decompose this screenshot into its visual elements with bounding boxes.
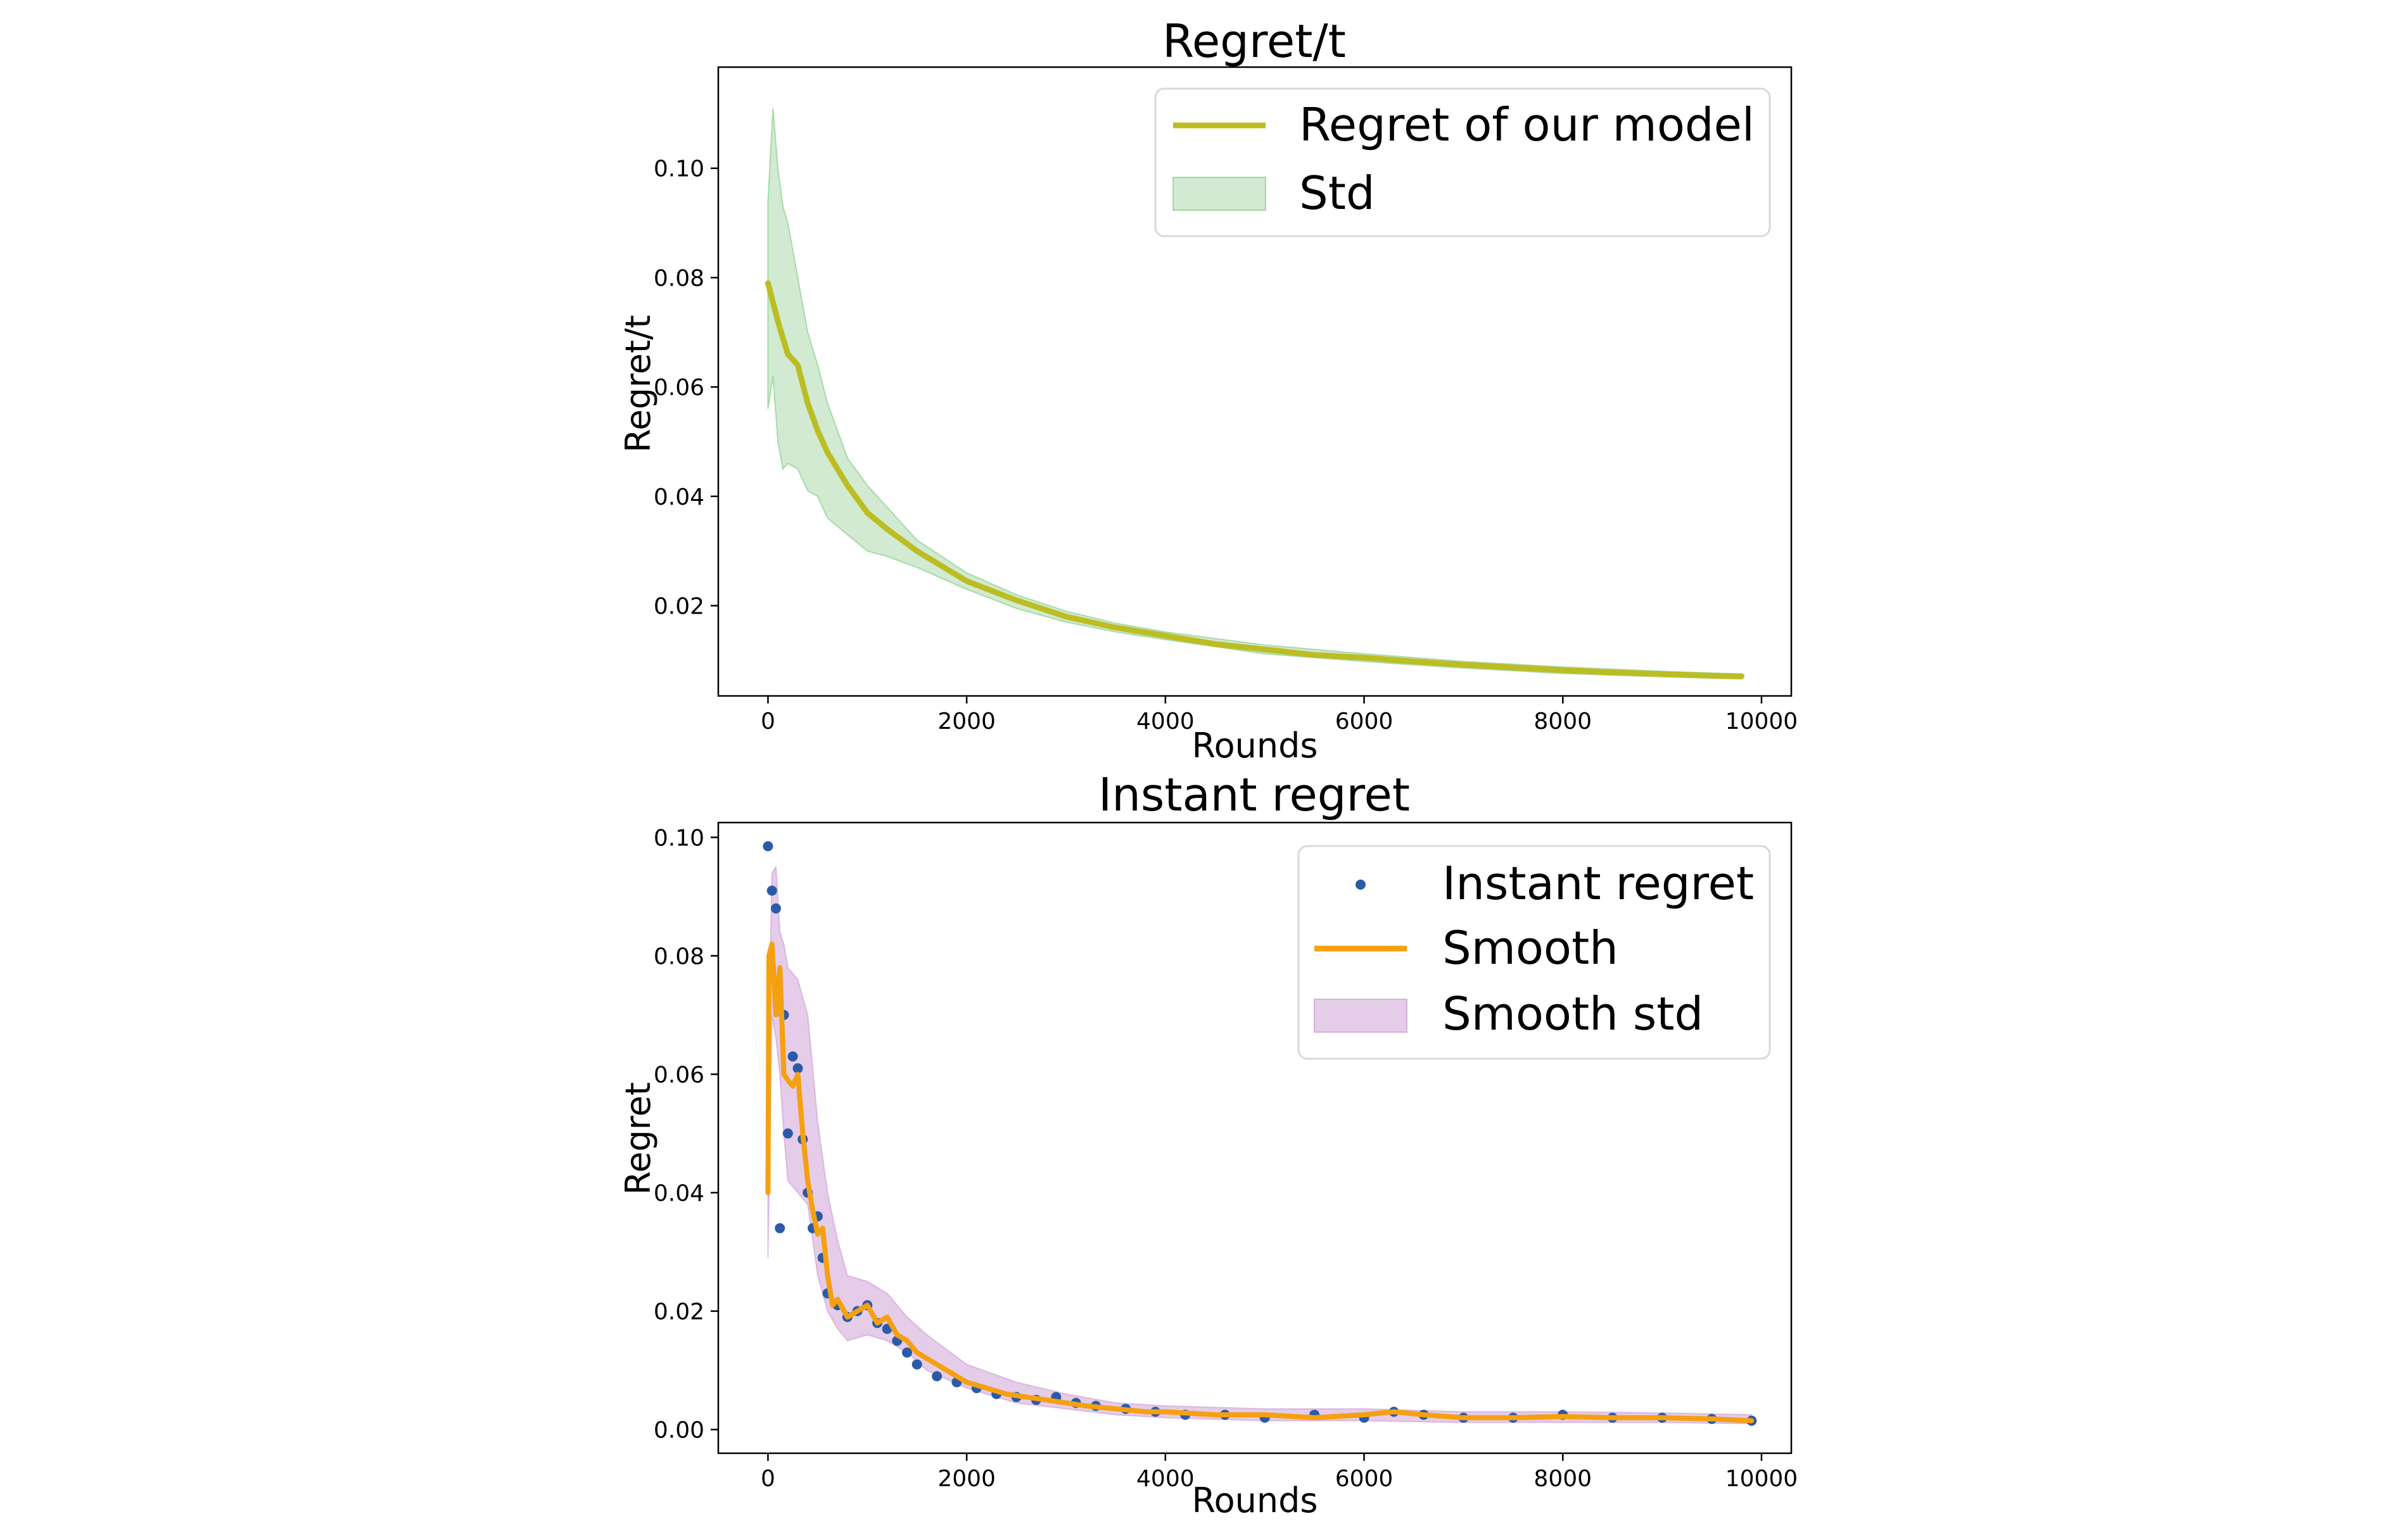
smooth-line-layer	[765, 941, 1755, 1423]
regret-line-layer	[765, 280, 1745, 679]
chart-title: Regret/t	[1162, 15, 1346, 68]
legend-label-instant-regret: Instant regret	[1442, 857, 1754, 910]
instant-regret-point	[771, 903, 781, 914]
legend-label-smooth: Smooth	[1442, 921, 1618, 975]
y-tick-label: 0.02	[654, 594, 704, 620]
y-tick-label: 0.00	[654, 1418, 704, 1444]
legend-label-regret: Regret of our model	[1299, 98, 1755, 151]
legend-label-smooth-std: Smooth std	[1442, 987, 1703, 1040]
y-tick-label: 0.04	[654, 1181, 704, 1207]
instant-regret-point	[911, 1359, 922, 1370]
y-tick-label: 0.06	[654, 375, 704, 401]
y-tick-label: 0.08	[654, 944, 704, 969]
x-axis-ticks: 0 2000 4000 6000 8000 10000	[761, 1453, 1798, 1492]
instant-regret-chart: Instant regret 0 2000 4000 6000 8000 10000 0.…	[618, 768, 1798, 1520]
legend-label-std: Std	[1299, 167, 1375, 220]
x-axis-label: Rounds	[1192, 1480, 1318, 1520]
legend-band-swatch	[1314, 999, 1407, 1033]
instant-regret-point	[792, 1063, 803, 1074]
instant-regret-point	[902, 1348, 912, 1358]
instant-regret-point	[763, 841, 773, 852]
y-tick-label: 0.10	[654, 156, 704, 182]
legend-band-swatch	[1172, 177, 1266, 211]
plot-frame	[717, 821, 1793, 1455]
x-axis-ticks: 0 2000 4000 6000 8000 10000	[761, 696, 1798, 735]
instant-regret-point	[766, 885, 777, 896]
x-tick-label: 6000	[1335, 1466, 1394, 1492]
x-tick-label: 4000	[1136, 1466, 1195, 1492]
x-tick-label: 6000	[1335, 709, 1394, 735]
legend-frame	[1154, 87, 1771, 237]
y-axis-ticks: 0.02 0.04 0.06 0.08 0.10	[654, 156, 718, 620]
x-tick-label: 10000	[1725, 709, 1798, 735]
legend: Instant regret Smooth Smooth std	[1297, 845, 1771, 1060]
legend-point-swatch	[1356, 880, 1366, 890]
x-tick-label: 0	[761, 1466, 775, 1492]
x-tick-label: 8000	[1534, 709, 1592, 735]
y-tick-label: 0.02	[654, 1299, 704, 1325]
y-tick-label: 0.08	[654, 265, 704, 291]
chart-title: Instant regret	[1098, 768, 1410, 821]
y-tick-label: 0.04	[654, 484, 704, 510]
x-axis-label: Rounds	[1192, 726, 1318, 766]
instant-regret-point	[932, 1371, 943, 1382]
x-tick-label: 8000	[1534, 1466, 1592, 1492]
x-tick-label: 2000	[937, 709, 996, 735]
x-tick-label: 2000	[937, 1466, 996, 1492]
plot-frame	[717, 66, 1793, 697]
y-tick-label: 0.10	[654, 825, 704, 851]
y-tick-label: 0.06	[654, 1062, 704, 1088]
x-tick-label: 4000	[1136, 709, 1195, 735]
instant-regret-point	[782, 1128, 793, 1139]
instant-regret-point	[787, 1051, 798, 1062]
instant-regret-point	[775, 1223, 785, 1234]
y-axis-label: Regret	[618, 1082, 658, 1195]
y-axis-ticks: 0.00 0.02 0.04 0.06 0.08 0.10	[654, 825, 718, 1444]
regret-line	[765, 280, 1745, 679]
smooth-line	[765, 941, 1755, 1423]
legend-frame	[1297, 845, 1771, 1060]
x-tick-label: 0	[761, 709, 775, 735]
x-tick-label: 10000	[1725, 1466, 1798, 1492]
y-axis-label: Regret/t	[618, 315, 658, 452]
legend: Regret of our model Std	[1154, 87, 1771, 237]
regret-per-t-chart: Regret/t 0 2000 4000 6000 8000 10000 0.02 0.04…	[618, 15, 1798, 766]
